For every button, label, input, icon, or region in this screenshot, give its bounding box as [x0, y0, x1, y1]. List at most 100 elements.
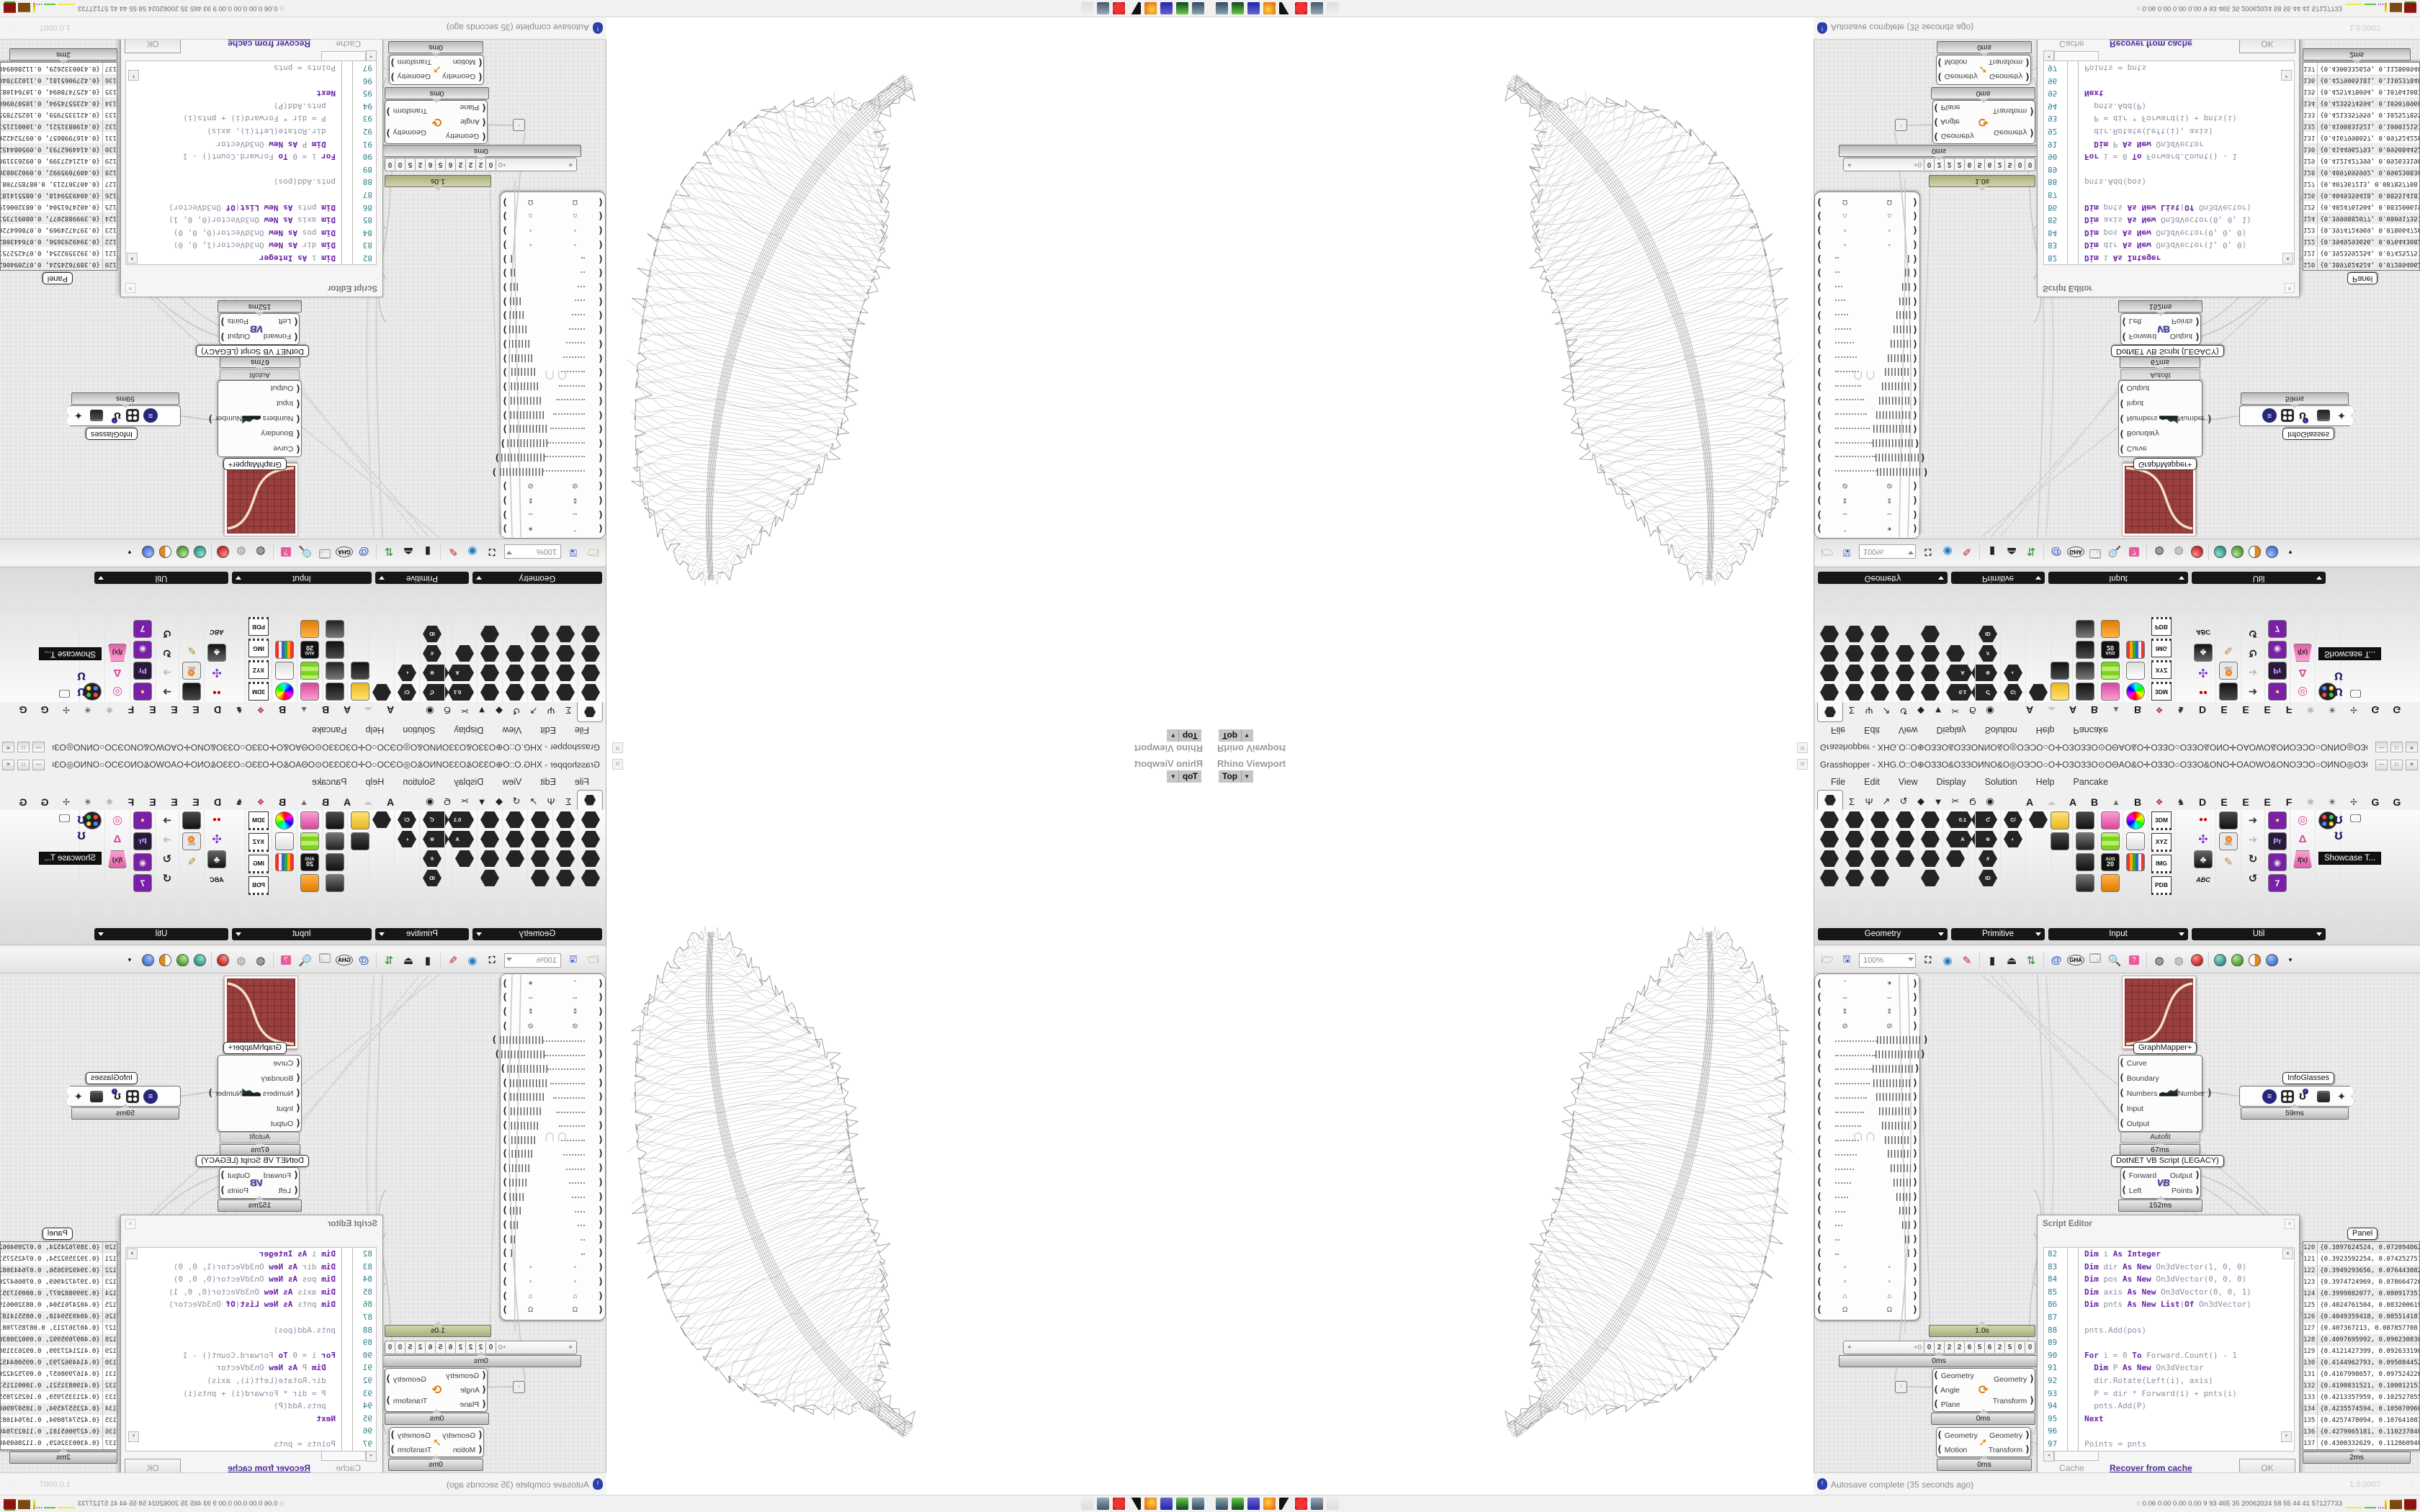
rec-component-icon[interactable]: REC	[182, 662, 201, 680]
scroll-down-icon[interactable]: ▾	[2281, 70, 2292, 81]
zoom-level-input[interactable]: 100%	[1859, 953, 1916, 968]
taskbar-notebook-icon[interactable]	[1232, 2, 1244, 14]
hx-component-icon[interactable]	[531, 665, 550, 681]
slider-row[interactable]: ()	[501, 252, 605, 265]
zoom-extents-icon[interactable]: ⛶	[1924, 547, 1932, 557]
scroll-left-icon[interactable]: ◂	[366, 50, 377, 61]
slider-row[interactable]: (⇔ ⇔)	[1816, 508, 1918, 520]
k-sq-component-icon[interactable]	[2076, 811, 2094, 829]
viewport-tab-top[interactable]: Top ▼	[1219, 729, 1254, 742]
preview-eye-icon[interactable]: ◉	[467, 545, 478, 558]
arrd-component-icon[interactable]: ➜	[162, 685, 172, 698]
zoom-extents-icon[interactable]: ⛶	[488, 955, 496, 965]
hx-component-icon[interactable]	[1896, 645, 1914, 662]
k-sq-component-icon[interactable]	[326, 641, 344, 659]
k-sq-component-icon[interactable]	[182, 683, 201, 701]
k-sq-component-icon[interactable]	[182, 811, 201, 829]
k-sq-component-icon[interactable]	[2051, 662, 2069, 680]
taskbar-pc-icon[interactable]	[1192, 1498, 1204, 1510]
preview-eye-icon[interactable]: ◉	[1942, 545, 1953, 558]
-hx-component-icon[interactable]: ◐	[398, 831, 416, 847]
taskbar-ghost-icon[interactable]	[1327, 2, 1339, 14]
goggles-icon[interactable]: ʊ	[77, 685, 86, 700]
3dm-film-component-icon[interactable]: 3DM	[2151, 811, 2172, 830]
tab-ant-icon[interactable]: ✢	[2349, 797, 2358, 807]
close-button[interactable]: ✕	[2, 742, 14, 752]
pr-component-icon[interactable]: Pr	[133, 832, 152, 850]
slider-row[interactable]: ()	[1815, 408, 1919, 421]
ribbon-group-label[interactable]: Primitive	[1951, 928, 2045, 940]
intersect-tab[interactable]: ✂	[460, 706, 469, 716]
hx-component-icon[interactable]	[1845, 811, 1864, 828]
hx-component-icon[interactable]	[531, 850, 550, 867]
hx-component-icon[interactable]	[506, 645, 524, 662]
digit-cell[interactable]: 6	[1964, 1342, 1974, 1353]
slider-row[interactable]: (⌂ ⌂)	[1816, 210, 1918, 222]
slider-row[interactable]: ()	[501, 351, 605, 364]
abc-component-icon[interactable]: ABC	[2196, 876, 2210, 883]
hx-component-icon[interactable]	[480, 645, 499, 662]
goggles-icon[interactable]: ʊ	[77, 812, 86, 827]
slider-row[interactable]: ()	[1815, 1076, 1919, 1089]
graph-mapper-label[interactable]: GraphMapper+	[223, 1042, 287, 1054]
digit-cell[interactable]: 5	[2004, 1342, 2015, 1353]
g-sq-component-icon[interactable]	[2101, 832, 2120, 850]
window-pin-icon[interactable]: 🗔	[2089, 547, 2102, 559]
g-sq-component-icon[interactable]	[300, 662, 319, 680]
resize-grip[interactable]: ⋰	[2406, 1480, 2414, 1488]
hx-component-icon[interactable]	[1870, 850, 1889, 867]
digit-cell[interactable]: 2	[1944, 1342, 1954, 1353]
k-sq-component-icon[interactable]	[2051, 832, 2069, 850]
gem-orange-icon[interactable]	[159, 954, 171, 966]
code-vscrollbar[interactable]: ▲	[2282, 1248, 2293, 1270]
slider-row[interactable]: ()	[1815, 1218, 1919, 1231]
preview-eye-icon[interactable]: ◉	[1942, 954, 1953, 967]
mesh-tab[interactable]: ▼	[1933, 705, 1943, 716]
w-sq-component-icon[interactable]	[275, 662, 294, 680]
01-hx-component-icon[interactable]: 0.1	[448, 684, 467, 701]
slider-row[interactable]: ()	[1815, 294, 1919, 307]
xyz-film-component-icon[interactable]: XYZ	[2151, 660, 2172, 679]
rhino-close-icon[interactable]: ✕	[612, 742, 623, 753]
taskbar-firefox-icon[interactable]	[1263, 2, 1276, 14]
hx-component-icon[interactable]	[556, 831, 575, 847]
w-sq-component-icon[interactable]	[275, 832, 294, 850]
id-hx-component-icon[interactable]: ID	[423, 870, 442, 886]
panel-label[interactable]: Panel	[2347, 272, 2378, 284]
c-hx-component-icon[interactable]: C/	[398, 684, 416, 701]
gem-red-icon[interactable]	[217, 546, 229, 558]
abc-component-icon[interactable]: ABC	[210, 629, 224, 636]
hx-component-icon[interactable]	[556, 684, 575, 701]
digit-cell[interactable]: 0	[2015, 1342, 2025, 1353]
slider-row[interactable]: (Ω Ω)	[1816, 1305, 1918, 1316]
atom-component-icon[interactable]: ✣	[212, 666, 222, 679]
script-editor-close-icon[interactable]: ✕	[125, 1219, 135, 1229]
params-tab[interactable]	[577, 702, 603, 722]
tab-beetle-icon[interactable]: ✳	[2328, 705, 2336, 715]
infoglasses-label[interactable]: InfoGlasses	[85, 428, 138, 440]
hx-component-icon[interactable]	[1820, 850, 1839, 867]
lens-light-icon[interactable]: ◍	[236, 545, 246, 558]
ribbon-group-label[interactable]: Util	[2192, 928, 2326, 940]
hx-component-icon[interactable]	[1870, 831, 1889, 847]
scroll-down-icon[interactable]: ▾	[128, 70, 139, 81]
rot2-component-icon[interactable]: ↺	[162, 627, 172, 640]
curve-tab[interactable]: ↺	[512, 706, 521, 716]
g-sq-component-icon[interactable]	[300, 832, 319, 850]
tab-g2[interactable]: G	[2393, 796, 2401, 808]
hx-component-icon[interactable]	[480, 831, 499, 847]
grid-dots-icon[interactable]	[125, 408, 140, 424]
p-sq-component-icon[interactable]	[300, 811, 319, 829]
intersect-tab[interactable]: ✂	[1951, 796, 1960, 806]
menu-view[interactable]: View	[502, 725, 522, 735]
mesh-tab[interactable]: ▼	[1933, 796, 1943, 807]
tab-d[interactable]: D	[213, 796, 222, 808]
-hx-component-icon[interactable]: #	[1978, 850, 1997, 867]
infoglasses-label[interactable]: InfoGlasses	[2282, 428, 2335, 440]
slider-row[interactable]: ()	[501, 294, 605, 307]
gha-icon[interactable]: GHA	[2067, 953, 2084, 968]
slider-row[interactable]: ()	[1815, 323, 1919, 336]
cache-button[interactable]: Cache	[2059, 1463, 2084, 1472]
preview-dropdown-icon[interactable]: ▾	[127, 549, 132, 556]
